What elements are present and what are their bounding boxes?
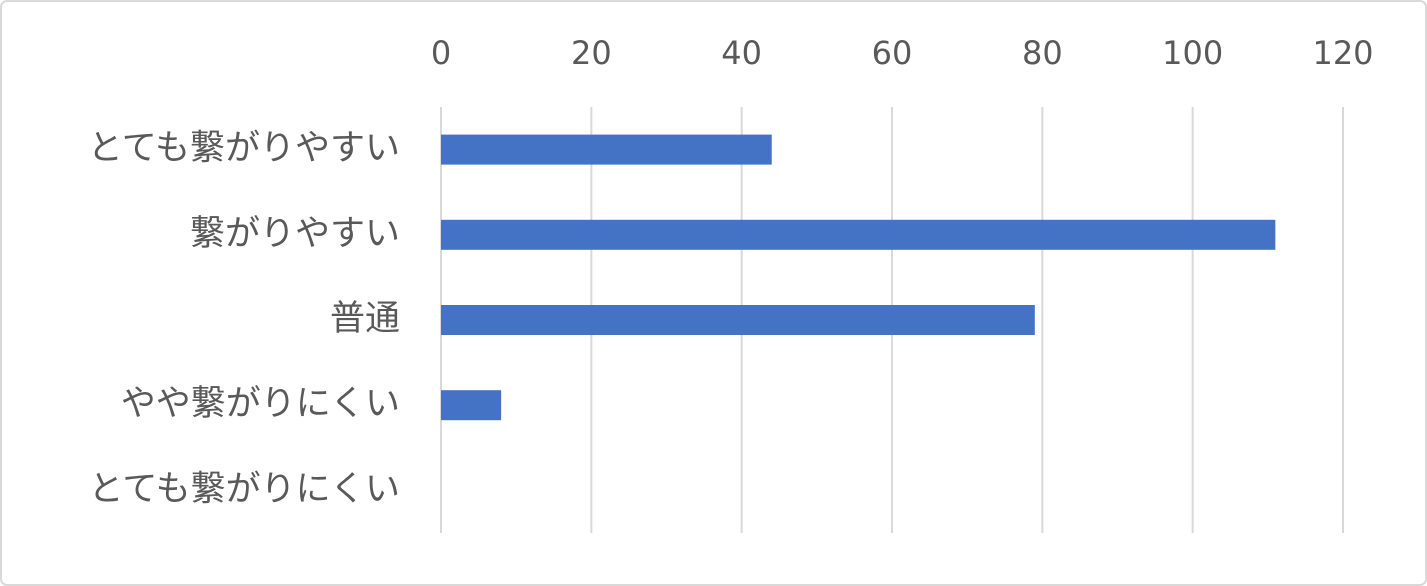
x-tick-label: 0: [431, 34, 451, 72]
x-tick-label: 80: [1022, 34, 1063, 72]
y-tick-label: とても繋がりにくい: [88, 469, 400, 509]
bar: [441, 390, 502, 421]
y-tick-label: やや繋がりにくい: [121, 384, 400, 424]
y-tick-label: 普通: [330, 299, 400, 339]
bar: [441, 219, 1276, 250]
x-tick-label: 40: [721, 34, 762, 72]
y-tick-label: 繋がりやすい: [190, 214, 400, 254]
x-tick-label: 120: [1312, 34, 1373, 72]
y-tick-label: とても繋がりやすい: [88, 129, 400, 169]
x-tick-label: 60: [872, 34, 913, 72]
x-tick-label: 100: [1162, 34, 1223, 72]
bar: [441, 134, 772, 165]
bar: [441, 305, 1035, 335]
x-tick-label: 20: [571, 34, 612, 72]
